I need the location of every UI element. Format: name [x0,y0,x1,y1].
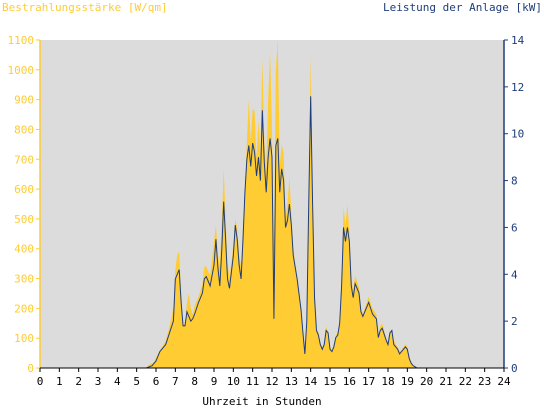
x-tick-label: 6 [153,375,160,388]
x-tick-label: 17 [362,375,375,388]
left-tick-label: 800 [14,123,34,136]
right-tick-label: 10 [511,128,524,141]
right-tick-label: 14 [511,34,525,47]
x-axis-label: Uhrzeit in Stunden [202,395,321,408]
x-tick-label: 3 [95,375,102,388]
right-tick-label: 6 [511,221,518,234]
x-tick-label: 12 [265,375,278,388]
irradiance-area [146,40,417,368]
left-tick-label: 0 [27,362,34,375]
x-tick-label: 19 [401,375,414,388]
right-tick-label: 8 [511,175,518,188]
x-tick-label: 16 [343,375,356,388]
left-tick-label: 700 [14,153,34,166]
power-line [40,96,504,369]
x-tick-label: 24 [497,375,511,388]
x-tick-label: 11 [246,375,259,388]
left-tick-label: 400 [14,243,34,256]
x-tick-label: 0 [37,375,44,388]
left-tick-label: 1100 [8,34,35,47]
x-tick-label: 21 [439,375,452,388]
left-tick-label: 900 [14,94,34,107]
x-tick-label: 15 [323,375,336,388]
left-tick-label: 100 [14,332,34,345]
x-tick-label: 8 [191,375,198,388]
right-tick-label: 0 [511,362,518,375]
left-tick-label: 600 [14,183,34,196]
x-tick-label: 14 [304,375,318,388]
right-tick-label: 12 [511,81,524,94]
left-tick-label: 500 [14,213,34,226]
left-tick-label: 1000 [8,64,35,77]
x-tick-label: 23 [478,375,491,388]
x-tick-label: 9 [211,375,218,388]
x-tick-label: 5 [133,375,140,388]
right-tick-label: 4 [511,268,518,281]
x-tick-label: 18 [381,375,394,388]
x-tick-label: 7 [172,375,179,388]
x-tick-label: 20 [420,375,433,388]
x-tick-label: 22 [459,375,472,388]
right-tick-label: 2 [511,315,518,328]
x-tick-label: 4 [114,375,121,388]
x-tick-label: 13 [285,375,298,388]
left-axis-title: Bestrahlungsstärke [W/qm] [2,1,168,14]
x-tick-label: 2 [75,375,82,388]
x-tick-label: 1 [56,375,63,388]
left-tick-label: 300 [14,273,34,286]
x-tick-label: 10 [227,375,240,388]
left-tick-label: 200 [14,302,34,315]
right-axis-title: Leistung der Anlage [kW] [383,1,542,14]
